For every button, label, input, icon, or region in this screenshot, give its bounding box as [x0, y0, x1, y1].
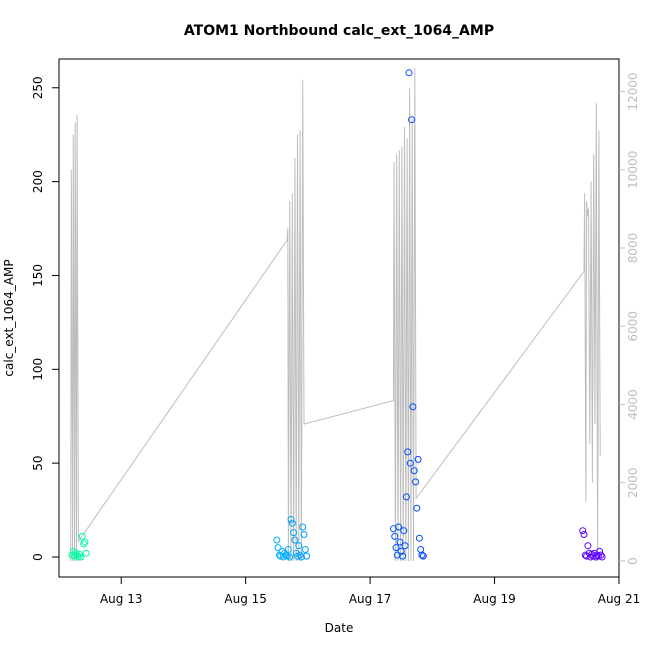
scatter-point	[78, 532, 86, 540]
scatter-point	[286, 553, 294, 561]
point-series-layer	[68, 69, 606, 561]
y-axis-left: 0 50 100 150 200 250	[31, 76, 59, 561]
scatter-point	[412, 478, 419, 486]
y-tick-label: 100	[31, 358, 45, 381]
x-tick-label: Aug 17	[349, 592, 392, 606]
scatter-point	[596, 547, 604, 555]
scatter-point	[414, 455, 422, 463]
scatter-point	[273, 536, 281, 544]
line-series-layer	[70, 67, 601, 562]
y-tick-label: 150	[31, 264, 45, 287]
scatter-point	[415, 534, 423, 542]
scatter-point	[409, 403, 417, 411]
y2-tick-label: 0	[626, 557, 640, 565]
scatter-point	[396, 538, 404, 546]
scatter-point	[299, 523, 307, 531]
scatter-point	[297, 553, 305, 561]
x-tick-label: Aug 15	[224, 592, 267, 606]
scatter-point	[82, 549, 90, 557]
scatter-point	[81, 538, 89, 546]
y2-tick-label: 4000	[626, 389, 640, 420]
chart-title: ATOM1 Northbound calc_ext_1064_AMP	[184, 23, 494, 39]
scatter-point	[580, 531, 588, 538]
scatter-point	[287, 516, 295, 523]
scatter-point	[401, 542, 409, 550]
scatter-point	[397, 547, 405, 555]
scatter-point	[282, 551, 290, 559]
x-tick-label: Aug 13	[100, 592, 143, 606]
scatter-point	[410, 467, 418, 475]
y-tick-label: 250	[31, 76, 45, 99]
y-tick-label: 200	[31, 170, 45, 193]
plot-frame	[58, 58, 620, 578]
scatter-point	[405, 69, 413, 77]
line-series-path	[70, 67, 601, 562]
scatter-point	[418, 551, 426, 559]
scatter-point	[301, 546, 309, 553]
scatter-point	[597, 551, 605, 559]
scatter-point	[296, 551, 304, 559]
scatter-point	[399, 552, 406, 560]
scatter-point	[404, 448, 412, 456]
scatter-point	[391, 532, 399, 540]
scatter-point	[291, 536, 299, 544]
scatter-point	[579, 527, 587, 535]
scatter-point	[419, 552, 427, 560]
y-tick-label: 0	[31, 553, 45, 561]
scatter-point	[408, 116, 416, 124]
scatter-point	[274, 544, 282, 552]
y2-tick-label: 2000	[626, 467, 640, 498]
scatter-point	[77, 553, 85, 561]
scatter-point	[284, 546, 292, 553]
x-tick-label: Aug 21	[598, 592, 641, 606]
y2-tick-label: 8000	[626, 233, 640, 264]
x-axis-label: Date	[325, 621, 354, 635]
scatter-point	[402, 493, 410, 501]
scatter-point	[598, 553, 606, 561]
y2-tick-label: 6000	[626, 311, 640, 342]
scatter-point	[393, 551, 401, 559]
scatter-point	[584, 542, 592, 550]
y2-tick-label: 10000	[626, 151, 640, 189]
scatter-point	[413, 504, 421, 512]
scatter-point	[80, 540, 88, 548]
scatter-point	[300, 531, 308, 538]
y-axis-label: calc_ext_1064_AMP	[2, 259, 16, 376]
scatter-point	[295, 542, 303, 550]
scatter-point	[395, 523, 403, 531]
scatter-point	[303, 552, 311, 560]
y-tick-label: 50	[31, 456, 45, 471]
y2-tick-label: 12000	[626, 72, 640, 110]
y-axis-right: 0 2000 4000 6000 8000 10000 12000	[619, 72, 640, 565]
scatter-point	[392, 544, 400, 552]
scatter-point	[400, 527, 408, 535]
scatter-point	[290, 529, 298, 537]
x-tick-label: Aug 19	[473, 592, 516, 606]
x-axis: Aug 13 Aug 15 Aug 17 Aug 19 Aug 21	[100, 577, 640, 606]
scatter-point	[406, 459, 414, 467]
scatter-point	[288, 519, 296, 527]
